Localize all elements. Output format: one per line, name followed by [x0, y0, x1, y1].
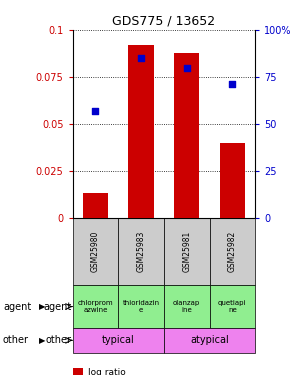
Text: GSM25982: GSM25982 — [228, 231, 237, 272]
Bar — [72, 328, 164, 352]
Bar — [209, 285, 255, 328]
Text: GSM25981: GSM25981 — [182, 231, 191, 272]
Text: thioridazin
e: thioridazin e — [122, 300, 160, 313]
Bar — [118, 285, 164, 328]
Text: quetiapi
ne: quetiapi ne — [218, 300, 246, 313]
Bar — [209, 217, 255, 285]
Bar — [164, 217, 209, 285]
Point — [230, 81, 235, 87]
Text: agent: agent — [3, 302, 31, 312]
Bar — [72, 217, 118, 285]
Text: atypical: atypical — [190, 335, 229, 345]
Text: olanzap
ine: olanzap ine — [173, 300, 200, 313]
Point — [93, 108, 98, 114]
Title: GDS775 / 13652: GDS775 / 13652 — [112, 15, 215, 27]
Bar — [118, 217, 164, 285]
Text: chlorprom
azwine: chlorprom azwine — [77, 300, 113, 313]
Bar — [72, 285, 118, 328]
Text: other: other — [3, 335, 29, 345]
Bar — [128, 45, 154, 218]
Bar — [220, 142, 245, 218]
Text: GSM25983: GSM25983 — [137, 231, 146, 272]
Text: typical: typical — [102, 335, 135, 345]
Bar — [164, 328, 255, 352]
Bar — [164, 285, 209, 328]
Text: GSM25980: GSM25980 — [91, 231, 100, 272]
Text: other: other — [46, 335, 72, 345]
Text: ▶: ▶ — [39, 336, 45, 345]
Bar — [174, 53, 199, 217]
Point — [139, 55, 143, 61]
Point — [184, 64, 189, 70]
Text: log ratio: log ratio — [88, 368, 126, 375]
Bar — [83, 193, 108, 217]
Text: agent: agent — [43, 302, 72, 312]
Text: ▶: ▶ — [39, 302, 45, 311]
